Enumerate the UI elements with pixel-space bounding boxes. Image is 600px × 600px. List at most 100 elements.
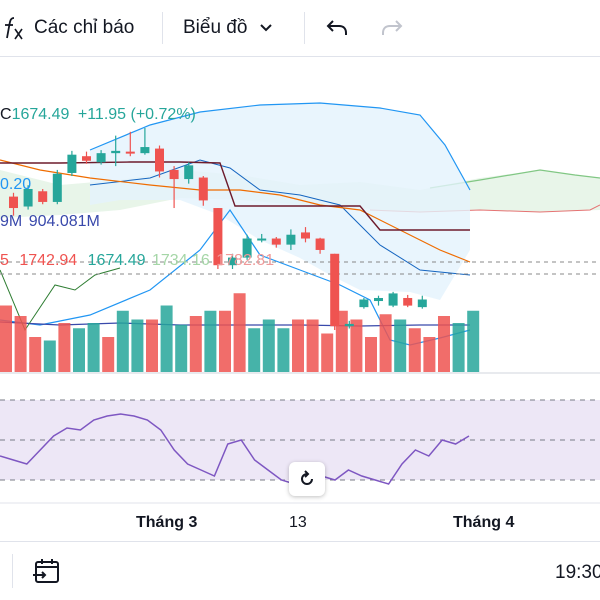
candle-body bbox=[271, 238, 281, 245]
volume-bar bbox=[306, 319, 319, 372]
volume-bar bbox=[467, 310, 480, 372]
redo-icon[interactable] bbox=[380, 0, 404, 56]
legend-volume-a: 9M bbox=[0, 213, 23, 230]
candlesticks bbox=[9, 128, 427, 330]
indicators-label: Các chỉ báo bbox=[34, 17, 135, 38]
candle-body bbox=[169, 169, 179, 180]
candle-body bbox=[242, 238, 252, 258]
volume-bar bbox=[379, 314, 392, 372]
candle-body bbox=[82, 156, 91, 161]
fx-icon[interactable] bbox=[2, 0, 24, 56]
indicators-button[interactable]: Các chỉ báo bbox=[34, 0, 134, 56]
bottom-separator bbox=[12, 554, 13, 588]
candle-body bbox=[374, 297, 383, 302]
chevron-down-icon bbox=[260, 24, 273, 32]
volume-bar bbox=[43, 340, 56, 372]
candle-body bbox=[140, 147, 150, 154]
legend-indicator-value: 0.20 bbox=[0, 176, 32, 193]
clock-time: 19:30 bbox=[555, 562, 600, 583]
volume-bar bbox=[438, 316, 450, 372]
reset-chart-button[interactable] bbox=[289, 462, 325, 496]
candle-body bbox=[213, 208, 223, 266]
legend-volume-b: 904.081M bbox=[28, 213, 100, 230]
candle-body bbox=[301, 232, 310, 239]
volume-bar bbox=[452, 323, 465, 372]
toolbar-separator bbox=[162, 12, 163, 44]
calendar-goto-icon[interactable] bbox=[32, 556, 62, 591]
volume-bar bbox=[204, 310, 217, 372]
volume-bar bbox=[350, 319, 363, 372]
legend-level-c: 1674.49 bbox=[87, 252, 146, 269]
reset-icon bbox=[301, 470, 313, 485]
legend-change: +11.95 (+0.72%) bbox=[77, 106, 196, 123]
volume-bar bbox=[0, 305, 12, 372]
volume-bar bbox=[160, 305, 173, 372]
volume-bar bbox=[14, 316, 27, 372]
time-axis-label-april: Tháng 4 bbox=[453, 514, 515, 531]
volume-bar bbox=[248, 328, 261, 372]
volume-bar bbox=[394, 319, 407, 372]
bottom-bar: 19:30 bbox=[0, 542, 600, 600]
legend-prefix: C bbox=[0, 106, 12, 123]
legend-level-b: 1742.94 bbox=[19, 252, 78, 269]
toolbar-divider bbox=[0, 56, 600, 57]
candle-body bbox=[23, 188, 33, 207]
time-axis-label-march: Tháng 3 bbox=[136, 514, 198, 531]
volume-bar bbox=[58, 323, 71, 372]
volume-bar bbox=[321, 333, 334, 372]
candle-body bbox=[52, 173, 62, 202]
candle-body bbox=[359, 299, 369, 308]
volume-bar bbox=[189, 316, 202, 372]
chart-type-button[interactable]: Biểu đồ bbox=[183, 0, 273, 56]
candle-body bbox=[417, 299, 427, 308]
candle-body bbox=[388, 293, 398, 306]
candle-body bbox=[184, 165, 194, 180]
volume-bar bbox=[131, 319, 144, 372]
candle-body bbox=[403, 297, 413, 306]
bollinger-basis bbox=[89, 159, 471, 276]
toolbar-separator bbox=[304, 12, 305, 44]
chart-toolbar: Các chỉ báo Biểu đồ bbox=[0, 0, 600, 56]
candle-body bbox=[344, 323, 354, 327]
candle-body bbox=[155, 148, 164, 172]
volume-bar bbox=[262, 319, 275, 372]
candle-body bbox=[330, 253, 340, 327]
chart-type-label: Biểu đồ bbox=[183, 17, 248, 38]
volume-bar bbox=[277, 328, 290, 372]
legend-row-levels: 5 1742.94 1674.49 1734.16 1782.81 bbox=[0, 252, 274, 270]
bottom-divider bbox=[0, 541, 600, 542]
volume-bar bbox=[146, 319, 158, 372]
candle-body bbox=[315, 238, 325, 250]
candle-body bbox=[198, 177, 208, 201]
volume-bar bbox=[233, 293, 246, 372]
volume-bar bbox=[87, 323, 100, 372]
baseline-line bbox=[0, 161, 470, 231]
price-chart[interactable] bbox=[0, 0, 600, 542]
volume-bars bbox=[0, 293, 480, 372]
legend-level-e: 1782.81 bbox=[216, 252, 275, 269]
undo-icon[interactable] bbox=[325, 0, 349, 56]
bollinger-upper bbox=[89, 102, 471, 191]
volume-bar bbox=[102, 337, 115, 372]
candle-body bbox=[9, 196, 18, 209]
legend-price: 1674.49 bbox=[11, 106, 70, 123]
rsi-line bbox=[0, 413, 470, 487]
candle-body bbox=[125, 151, 135, 154]
time-axis-label-13: 13 bbox=[289, 514, 307, 531]
candle-body bbox=[111, 150, 121, 154]
candle-body bbox=[228, 257, 237, 266]
volume-bar bbox=[423, 337, 436, 372]
candle-body bbox=[67, 154, 77, 173]
legend-row-volume: 9M 904.081M bbox=[0, 213, 100, 231]
candle-body bbox=[286, 234, 296, 245]
candle-body bbox=[38, 191, 48, 202]
moving-average-orange bbox=[0, 159, 471, 263]
volume-bar bbox=[292, 319, 304, 372]
legend-row-price: C1674.49 +11.95 (+0.72%) bbox=[0, 106, 196, 124]
candle-body bbox=[257, 238, 267, 241]
volume-bar bbox=[116, 310, 129, 372]
legend-level-a: 5 bbox=[0, 252, 9, 269]
bollinger-fill bbox=[90, 103, 470, 300]
volume-bar bbox=[408, 328, 421, 372]
volume-bar bbox=[365, 337, 377, 372]
